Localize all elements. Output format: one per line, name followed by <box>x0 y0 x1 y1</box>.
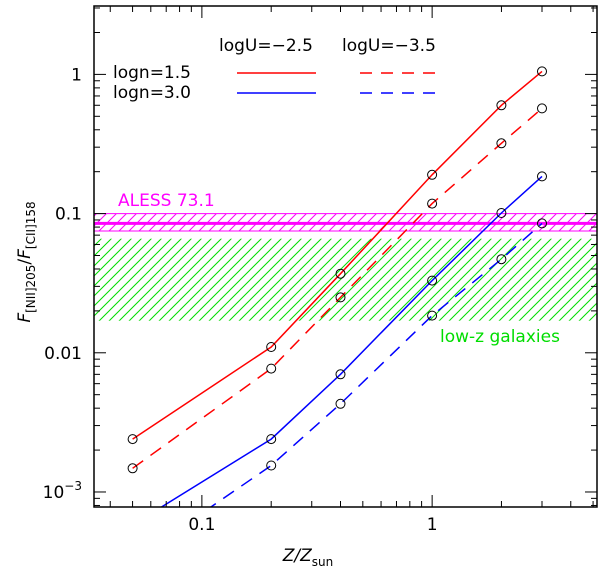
series-line-0 <box>132 70 543 440</box>
data-point <box>335 268 346 279</box>
data-point <box>128 556 137 565</box>
series-line-3 <box>209 222 543 507</box>
data-point <box>496 208 507 218</box>
y-tick-label: 10−3 <box>43 479 82 503</box>
data-point <box>496 138 507 149</box>
x-tick-label: 1 <box>427 515 438 535</box>
y-tick-label: 0.1 <box>55 205 82 225</box>
data-point <box>537 66 547 77</box>
series-line-2 <box>160 175 543 507</box>
data-point <box>496 254 507 265</box>
x-tick-label: 0.1 <box>188 515 215 535</box>
legend-header-logu-3.5: logU=−3.5 <box>342 36 436 56</box>
data-point <box>335 369 346 380</box>
y-tick-label: 0.01 <box>44 344 82 364</box>
data-point <box>128 520 137 529</box>
band-label-aless: ALESS 73.1 <box>118 191 215 211</box>
data-point <box>427 169 438 180</box>
data-point <box>335 292 346 303</box>
y-tick-label: 1 <box>71 65 82 85</box>
data-point <box>266 460 277 471</box>
x-axis-label: Z/Zsun <box>282 546 334 569</box>
data-point <box>537 218 547 229</box>
y-axis-label: F[NII]205/F[CII]158 <box>15 201 38 322</box>
data-point <box>427 275 438 286</box>
legend-header-logu-2.5: logU=−2.5 <box>219 36 313 56</box>
data-point <box>127 463 138 474</box>
band-lowz-hatch <box>94 238 597 321</box>
series-line-1 <box>132 107 543 469</box>
data-point <box>537 171 547 182</box>
plot-frame <box>93 5 598 508</box>
data-point <box>427 310 438 321</box>
series-layer <box>127 66 547 565</box>
axes-layer: 0.1 1 10−3 0.01 0.1 1 <box>43 5 598 535</box>
legend-row-logn-3.0: logn=3.0 <box>113 83 191 103</box>
y-tick-exponent: −3 <box>64 479 82 493</box>
data-point <box>266 363 277 374</box>
band-label-lowz: low-z galaxies <box>440 327 560 347</box>
bands-layer <box>94 213 597 321</box>
data-point <box>266 434 277 445</box>
data-point <box>266 342 277 352</box>
data-point <box>537 103 547 114</box>
data-point <box>427 198 438 209</box>
data-point <box>335 398 346 409</box>
data-point <box>127 434 138 445</box>
data-point <box>496 100 507 111</box>
legend-row-logn-1.5: logn=1.5 <box>113 63 191 83</box>
legend: logU=−2.5 logU=−3.5 logn=1.5 logn=3.0 <box>113 36 436 103</box>
